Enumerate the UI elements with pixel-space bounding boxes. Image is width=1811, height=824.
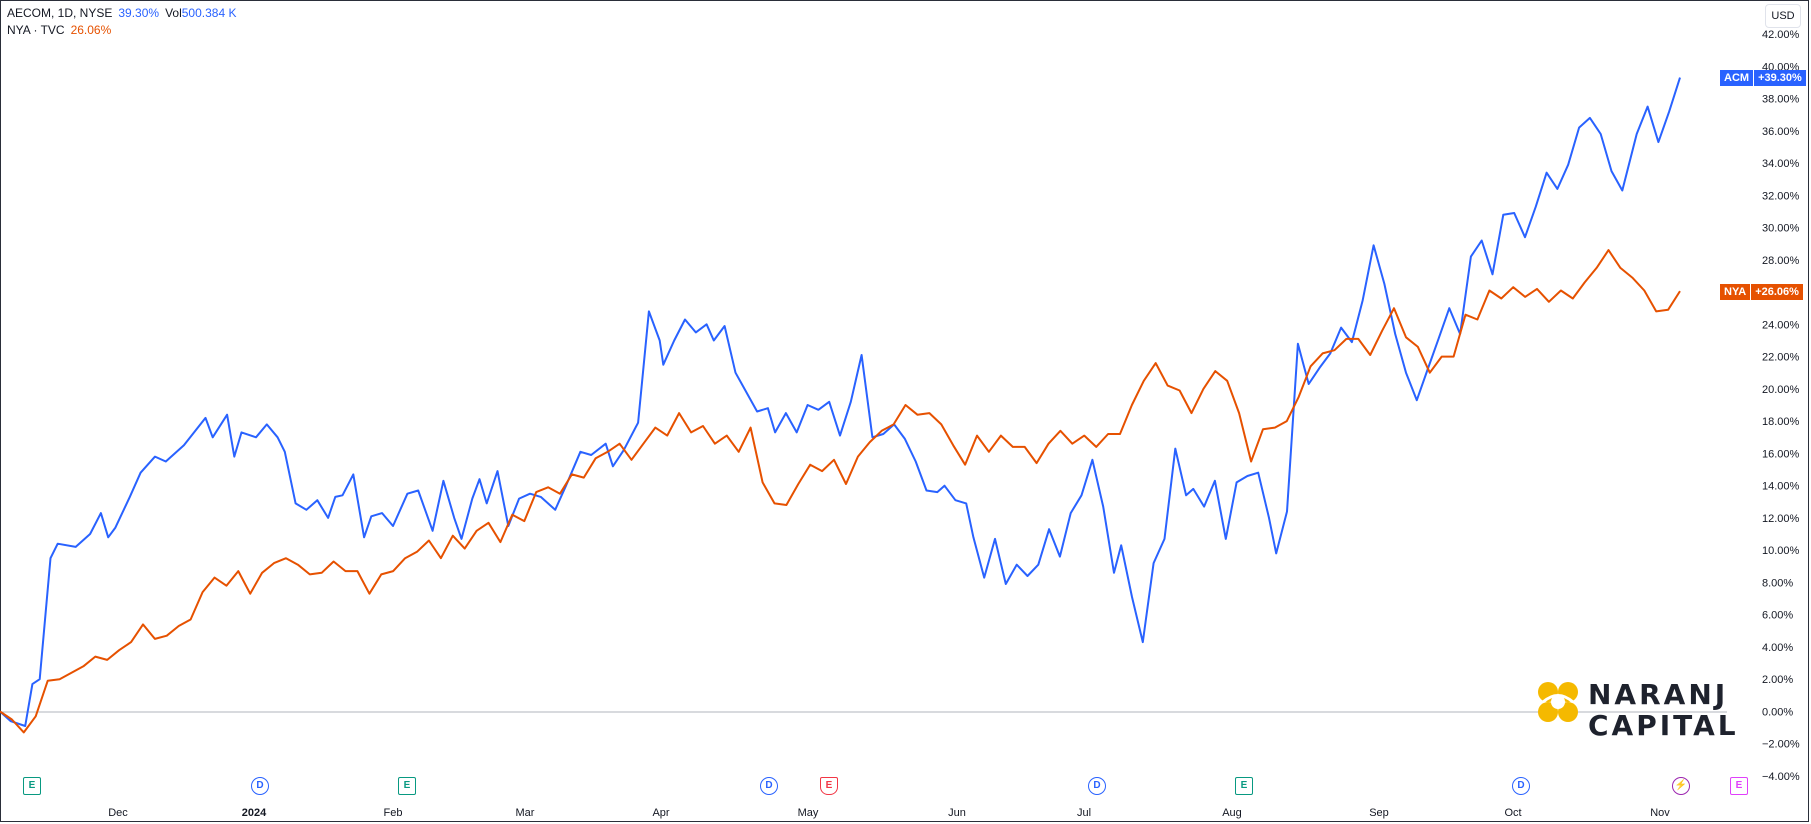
y-tick-label: −2.00% <box>1762 739 1800 751</box>
legend-acm-change: 39.30% <box>118 6 160 20</box>
logo-line-1: NARANJ <box>1588 678 1729 711</box>
earnings-icon[interactable]: E <box>820 777 838 795</box>
y-tick-label: 6.00% <box>1762 610 1793 622</box>
y-tick-label: 42.00% <box>1762 29 1800 41</box>
legend-vol-label: Vol <box>165 6 182 20</box>
plot-area[interactable] <box>0 77 1681 734</box>
series-line-acm[interactable] <box>0 77 1681 727</box>
y-tick-label: 30.00% <box>1762 223 1800 235</box>
earnings-icon[interactable]: E <box>1235 777 1253 795</box>
x-tick-label: Feb <box>384 807 403 819</box>
x-tick-label: May <box>798 807 819 819</box>
logo-wordmark: NARANJ CAPITAL <box>1588 679 1739 741</box>
earnings-icon[interactable]: E <box>23 777 41 795</box>
x-tick-label: Nov <box>1650 807 1670 819</box>
x-tick-label: Jul <box>1077 807 1091 819</box>
naranj-capital-logo-icon <box>1538 682 1578 722</box>
legend-nya[interactable]: NYA · TVC 26.06% <box>7 22 236 39</box>
series-line-nya[interactable] <box>0 249 1681 734</box>
x-tick-label: Dec <box>108 807 128 819</box>
y-tick-label: −4.00% <box>1762 771 1800 783</box>
legend-nya-name: NYA · TVC <box>7 23 65 37</box>
y-tick-label: 34.00% <box>1762 158 1800 170</box>
y-tick-label: 4.00% <box>1762 642 1793 654</box>
y-tick-label: 20.00% <box>1762 384 1800 396</box>
x-tick-label: Apr <box>652 807 669 819</box>
earnings-icon[interactable]: E <box>1730 777 1748 795</box>
nya-price-badge: NYA +26.06% <box>1720 284 1803 300</box>
y-axis: 42.00%40.00%38.00%36.00%34.00%32.00%30.0… <box>1762 29 1800 783</box>
y-tick-label: 22.00% <box>1762 352 1800 364</box>
y-tick-label: 0.00% <box>1762 706 1793 718</box>
y-tick-label: 38.00% <box>1762 94 1800 106</box>
y-tick-label: 14.00% <box>1762 481 1800 493</box>
y-tick-label: 32.00% <box>1762 190 1800 202</box>
dividend-icon[interactable]: D <box>1088 777 1106 795</box>
dividend-icon[interactable]: D <box>1512 777 1530 795</box>
y-tick-label: 28.00% <box>1762 255 1800 267</box>
earnings-icon[interactable]: E <box>398 777 416 795</box>
nya-badge-symbol: NYA <box>1720 284 1752 300</box>
x-tick-label: Oct <box>1504 807 1521 819</box>
acm-price-badge: ACM +39.30% <box>1720 70 1806 86</box>
y-tick-label: 36.00% <box>1762 126 1800 138</box>
legend-vol-value: 500.384 K <box>181 6 237 20</box>
legend-nya-change: 26.06% <box>70 23 112 37</box>
x-tick-label: Jun <box>948 807 966 819</box>
y-tick-label: 24.00% <box>1762 319 1800 331</box>
y-tick-label: 16.00% <box>1762 448 1800 460</box>
x-tick-label: Mar <box>516 807 535 819</box>
dividend-icon[interactable]: D <box>760 777 778 795</box>
legend-acm-name: AECOM, 1D, NYSE <box>7 6 113 20</box>
x-axis: Dec 2024 Feb Mar Apr May Jun Jul Aug Sep Oct Nov <box>108 807 1670 819</box>
y-tick-label: 10.00% <box>1762 545 1800 557</box>
currency-button[interactable]: USD <box>1765 4 1801 28</box>
y-tick-label: 18.00% <box>1762 416 1800 428</box>
y-tick-label: 12.00% <box>1762 513 1800 525</box>
dividend-icon[interactable]: D <box>251 777 269 795</box>
legend: AECOM, 1D, NYSE 39.30% Vol500.384 K NYA · … <box>7 5 236 39</box>
logo-line-2: CAPITAL <box>1588 709 1739 742</box>
legend-acm[interactable]: AECOM, 1D, NYSE 39.30% Vol500.384 K <box>7 5 236 22</box>
y-tick-label: 2.00% <box>1762 674 1793 686</box>
y-tick-label: 8.00% <box>1762 577 1793 589</box>
x-tick-label: Sep <box>1369 807 1389 819</box>
acm-badge-value: +39.30% <box>1754 70 1806 86</box>
split-icon[interactable]: ⚡ <box>1672 777 1690 795</box>
x-tick-label: Aug <box>1222 807 1242 819</box>
nya-badge-value: +26.06% <box>1751 284 1803 300</box>
acm-badge-symbol: ACM <box>1720 70 1755 86</box>
x-tick-label: 2024 <box>242 807 267 819</box>
